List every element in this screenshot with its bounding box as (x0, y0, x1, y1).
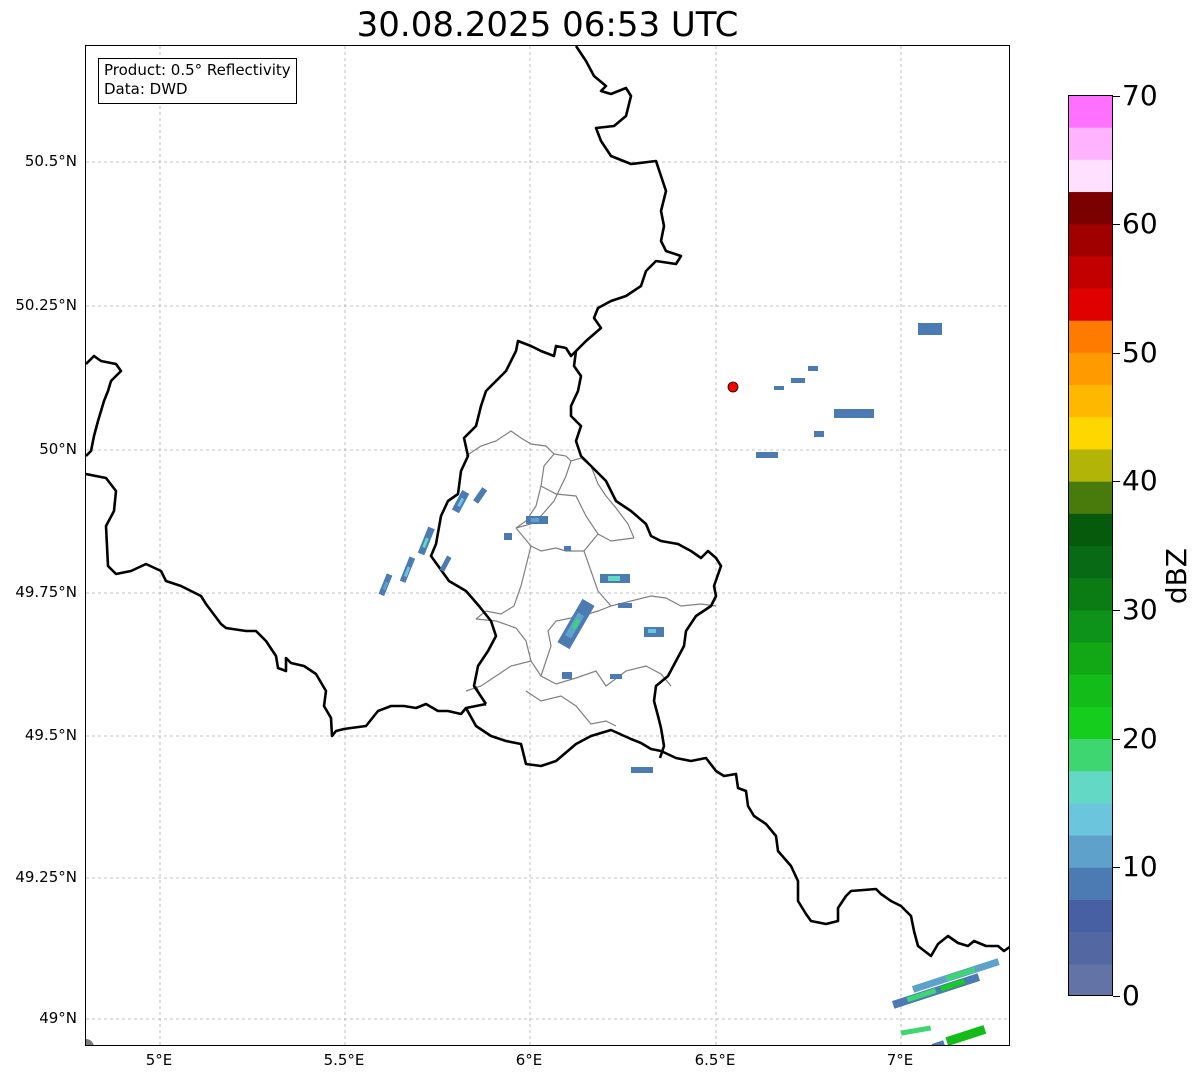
map-canvas (86, 46, 1009, 1045)
echo-band-southeast-2 (911, 958, 1000, 993)
map-title: 30.08.2025 06:53 UTC (356, 5, 739, 45)
echo-cell (610, 674, 622, 679)
colorbar-tick-20: 20 (1122, 722, 1158, 755)
colorbar-segment (1068, 95, 1113, 128)
colorbar-segment (1068, 416, 1113, 450)
colorbar-segment (1068, 255, 1113, 289)
echo-band-southeast-4 (900, 1025, 932, 1036)
lon-label-7: 7°E (886, 1051, 914, 1069)
echo-cell-core (648, 629, 656, 633)
colorbar-tickmark (1113, 96, 1120, 97)
lat-label-49-5: 49.5°N (24, 726, 77, 744)
lat-label-50-5: 50.5°N (24, 152, 77, 170)
lat-label-50: 50°N (39, 440, 77, 458)
colorbar-segment (1068, 835, 1113, 868)
colorbar-segment (1068, 674, 1113, 707)
colorbar-segment (1068, 642, 1113, 675)
echo-cell (918, 323, 942, 335)
colorbar-segment (1068, 159, 1113, 193)
echo-band-southeast-3 (931, 1025, 987, 1045)
lon-label-6-5: 6.5°E (694, 1051, 736, 1069)
colorbar-tick-30: 30 (1122, 593, 1158, 626)
echo-cell (631, 767, 653, 773)
lat-label-49: 49°N (39, 1009, 77, 1027)
dbz-colorbar (1068, 95, 1113, 996)
echo-cluster-center (557, 598, 595, 650)
colorbar-segment (1068, 545, 1113, 579)
product-text: Product: 0.5° Reflectivity (104, 61, 291, 79)
colorbar-segment (1068, 352, 1113, 386)
colorbar-segment (1068, 191, 1113, 225)
colorbar-tickmark (1113, 610, 1120, 611)
colorbar-unit-label: dBZ (1160, 492, 1193, 604)
lat-label-50-25: 50.25°N (15, 296, 77, 314)
echo-cell-core (608, 576, 620, 581)
colorbar-segment (1068, 448, 1113, 482)
colorbar-segment (1068, 481, 1113, 514)
lat-label-49-25: 49.25°N (15, 868, 77, 886)
graticule (86, 46, 1009, 1045)
colorbar-unit-text: dBZ (1160, 548, 1193, 605)
lon-label-5: 5°E (145, 1051, 173, 1069)
echo-cell (564, 546, 571, 551)
echo-cell (756, 452, 778, 458)
product-info-box: Product: 0.5° Reflectivity Data: DWD (98, 58, 297, 104)
colorbar-tickmark (1113, 996, 1120, 997)
colorbar-segment (1068, 770, 1113, 804)
echo-cell (562, 672, 572, 679)
national-borders (86, 46, 1009, 958)
colorbar-segment (1068, 577, 1113, 611)
lon-label-6: 6°E (515, 1051, 543, 1069)
echo-cluster-west-6 (473, 487, 488, 504)
echo-cluster-west-5 (451, 490, 470, 514)
data-source-text: Data: DWD (104, 80, 188, 98)
colorbar-segment (1068, 320, 1113, 353)
colorbar-tick-0: 0 (1122, 979, 1140, 1012)
radar-site-marker[interactable] (727, 381, 739, 393)
colorbar-segment (1068, 899, 1113, 933)
colorbar-tick-10: 10 (1122, 850, 1158, 883)
district-borders (465, 430, 717, 727)
colorbar-tickmark (1113, 739, 1120, 740)
colorbar-segment (1068, 223, 1113, 257)
colorbar-segment (1068, 384, 1113, 418)
colorbar-tickmark (1113, 867, 1120, 868)
colorbar-segment (1068, 738, 1113, 772)
colorbar-tick-40: 40 (1122, 464, 1158, 497)
colorbar-segment (1068, 931, 1113, 965)
colorbar-tick-60: 60 (1122, 207, 1158, 240)
colorbar-segment (1068, 513, 1113, 546)
echo-cell (504, 533, 512, 540)
colorbar-segment (1068, 609, 1113, 643)
colorbar-segment (1068, 867, 1113, 900)
colorbar-border (1068, 95, 1113, 996)
echo-cluster-west-3 (417, 526, 435, 556)
echo-cluster-west (378, 573, 393, 597)
lon-label-5-5: 5.5°E (323, 1051, 365, 1069)
echo-cell (814, 431, 824, 437)
radar-map[interactable]: Product: 0.5° Reflectivity Data: DWD (85, 45, 1010, 1046)
echo-cluster-west-4 (439, 555, 452, 573)
lat-label-49-75: 49.75°N (15, 583, 77, 601)
colorbar-tickmark (1113, 224, 1120, 225)
echo-cell-core (531, 518, 539, 522)
colorbar-tickmark (1113, 481, 1120, 482)
corner-shape (86, 1039, 94, 1045)
colorbar-tickmark (1113, 353, 1120, 354)
echo-cell (834, 409, 874, 418)
radar-echoes (378, 323, 1000, 1045)
echo-cell (618, 603, 632, 608)
colorbar-segment (1068, 706, 1113, 740)
colorbar-segment (1068, 127, 1113, 160)
echo-cell (774, 386, 784, 390)
echo-cluster-west-2 (399, 556, 416, 583)
echo-cell (808, 366, 818, 371)
colorbar-tick-70: 70 (1122, 79, 1158, 112)
echo-cell (791, 378, 805, 383)
echo-band-southeast (891, 973, 981, 1009)
colorbar-segment (1068, 288, 1113, 321)
colorbar-segment (1068, 963, 1113, 996)
colorbar-segment (1068, 802, 1113, 836)
colorbar-tick-50: 50 (1122, 336, 1158, 369)
